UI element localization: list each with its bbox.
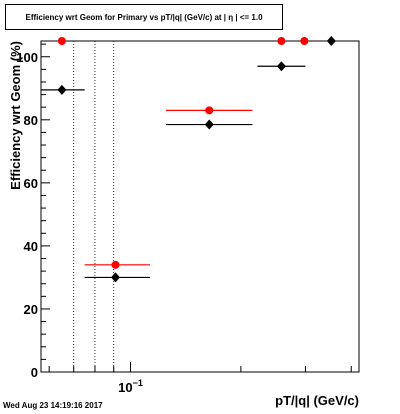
y-axis-title: Efficiency wrt Geom (%) bbox=[8, 41, 23, 190]
y-tick-label: 60 bbox=[24, 176, 38, 191]
series-red bbox=[57, 37, 309, 269]
data-point bbox=[111, 260, 120, 269]
data-point bbox=[57, 37, 66, 45]
data-point bbox=[204, 119, 214, 130]
data-point bbox=[57, 84, 67, 95]
y-axis: 0 20 40 60 80 100 bbox=[16, 43, 50, 380]
data-point bbox=[110, 272, 120, 283]
y-tick-label: 80 bbox=[24, 113, 38, 128]
x-gridlines bbox=[73, 41, 115, 372]
chart-title-box: Efficiency wrt Geom for Primary vs pT/|q… bbox=[5, 4, 283, 30]
x-axis: 10−1 bbox=[48, 362, 352, 395]
series-black bbox=[41, 36, 336, 283]
data-series bbox=[41, 36, 336, 283]
x-axis-title: pT/|q| (GeV/c) bbox=[275, 393, 359, 408]
y-tick-label: 100 bbox=[16, 50, 38, 65]
chart-title: Efficiency wrt Geom for Primary vs pT/|q… bbox=[25, 12, 263, 22]
y-tick-label: 20 bbox=[24, 302, 38, 317]
y-tick-label: 40 bbox=[24, 239, 38, 254]
plot-frame bbox=[40, 40, 360, 373]
data-point bbox=[326, 36, 336, 46]
data-point bbox=[276, 61, 286, 72]
data-point bbox=[277, 37, 286, 45]
data-point bbox=[300, 37, 309, 45]
timestamp: Wed Aug 23 14:19:16 2017 bbox=[3, 401, 103, 410]
data-point bbox=[205, 106, 214, 115]
x-tick-label: 10−1 bbox=[118, 378, 143, 395]
y-tick-label: 0 bbox=[31, 365, 38, 380]
